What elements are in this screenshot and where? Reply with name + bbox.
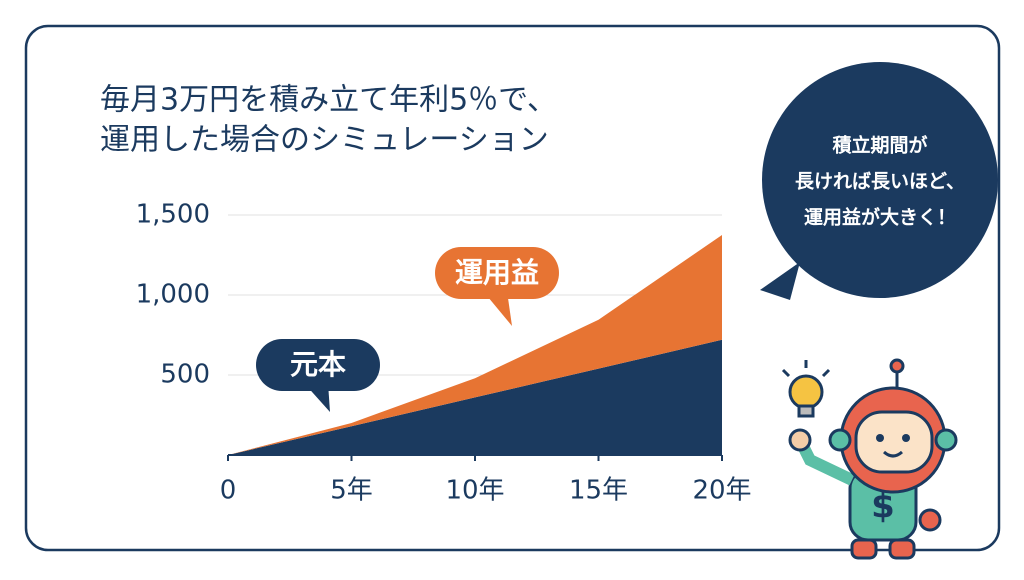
bubble-text: 長ければ長いほど、 [795, 171, 965, 193]
chart-title: 毎月3万円を積み立て年利5％で、 [100, 83, 557, 118]
plot: 500 1,000 1,500 0 5年 10年 15年 20年 元本 運用益 [136, 200, 752, 506]
x-tick-label: 15年 [569, 476, 628, 506]
mascot: $ [781, 358, 958, 560]
y-tick-label: 1,500 [136, 200, 210, 230]
speech-bubble [762, 62, 998, 298]
y-tick-label: 500 [160, 360, 210, 390]
bubble-tail [760, 262, 800, 300]
area [228, 235, 722, 455]
label-tail [483, 291, 512, 326]
x-tick-label: 5年 [330, 476, 373, 506]
svg-text:$: $ [871, 487, 895, 527]
bubble-text: 運用益が大きく！ [804, 206, 956, 229]
label-bubble [256, 339, 380, 391]
legend-label: 元本 [290, 348, 346, 381]
bubble-text: 積立期間が [832, 134, 927, 157]
chart-title: 運用した場合のシミュレーション [100, 123, 549, 158]
x-tick-label: 20年 [692, 476, 751, 506]
y-tick-label: 1,000 [136, 280, 210, 310]
x-tick-label: 0 [220, 476, 237, 506]
label-bubble [435, 247, 559, 299]
legend-label: 運用益 [455, 256, 539, 289]
x-tick-label: 10年 [445, 476, 504, 506]
